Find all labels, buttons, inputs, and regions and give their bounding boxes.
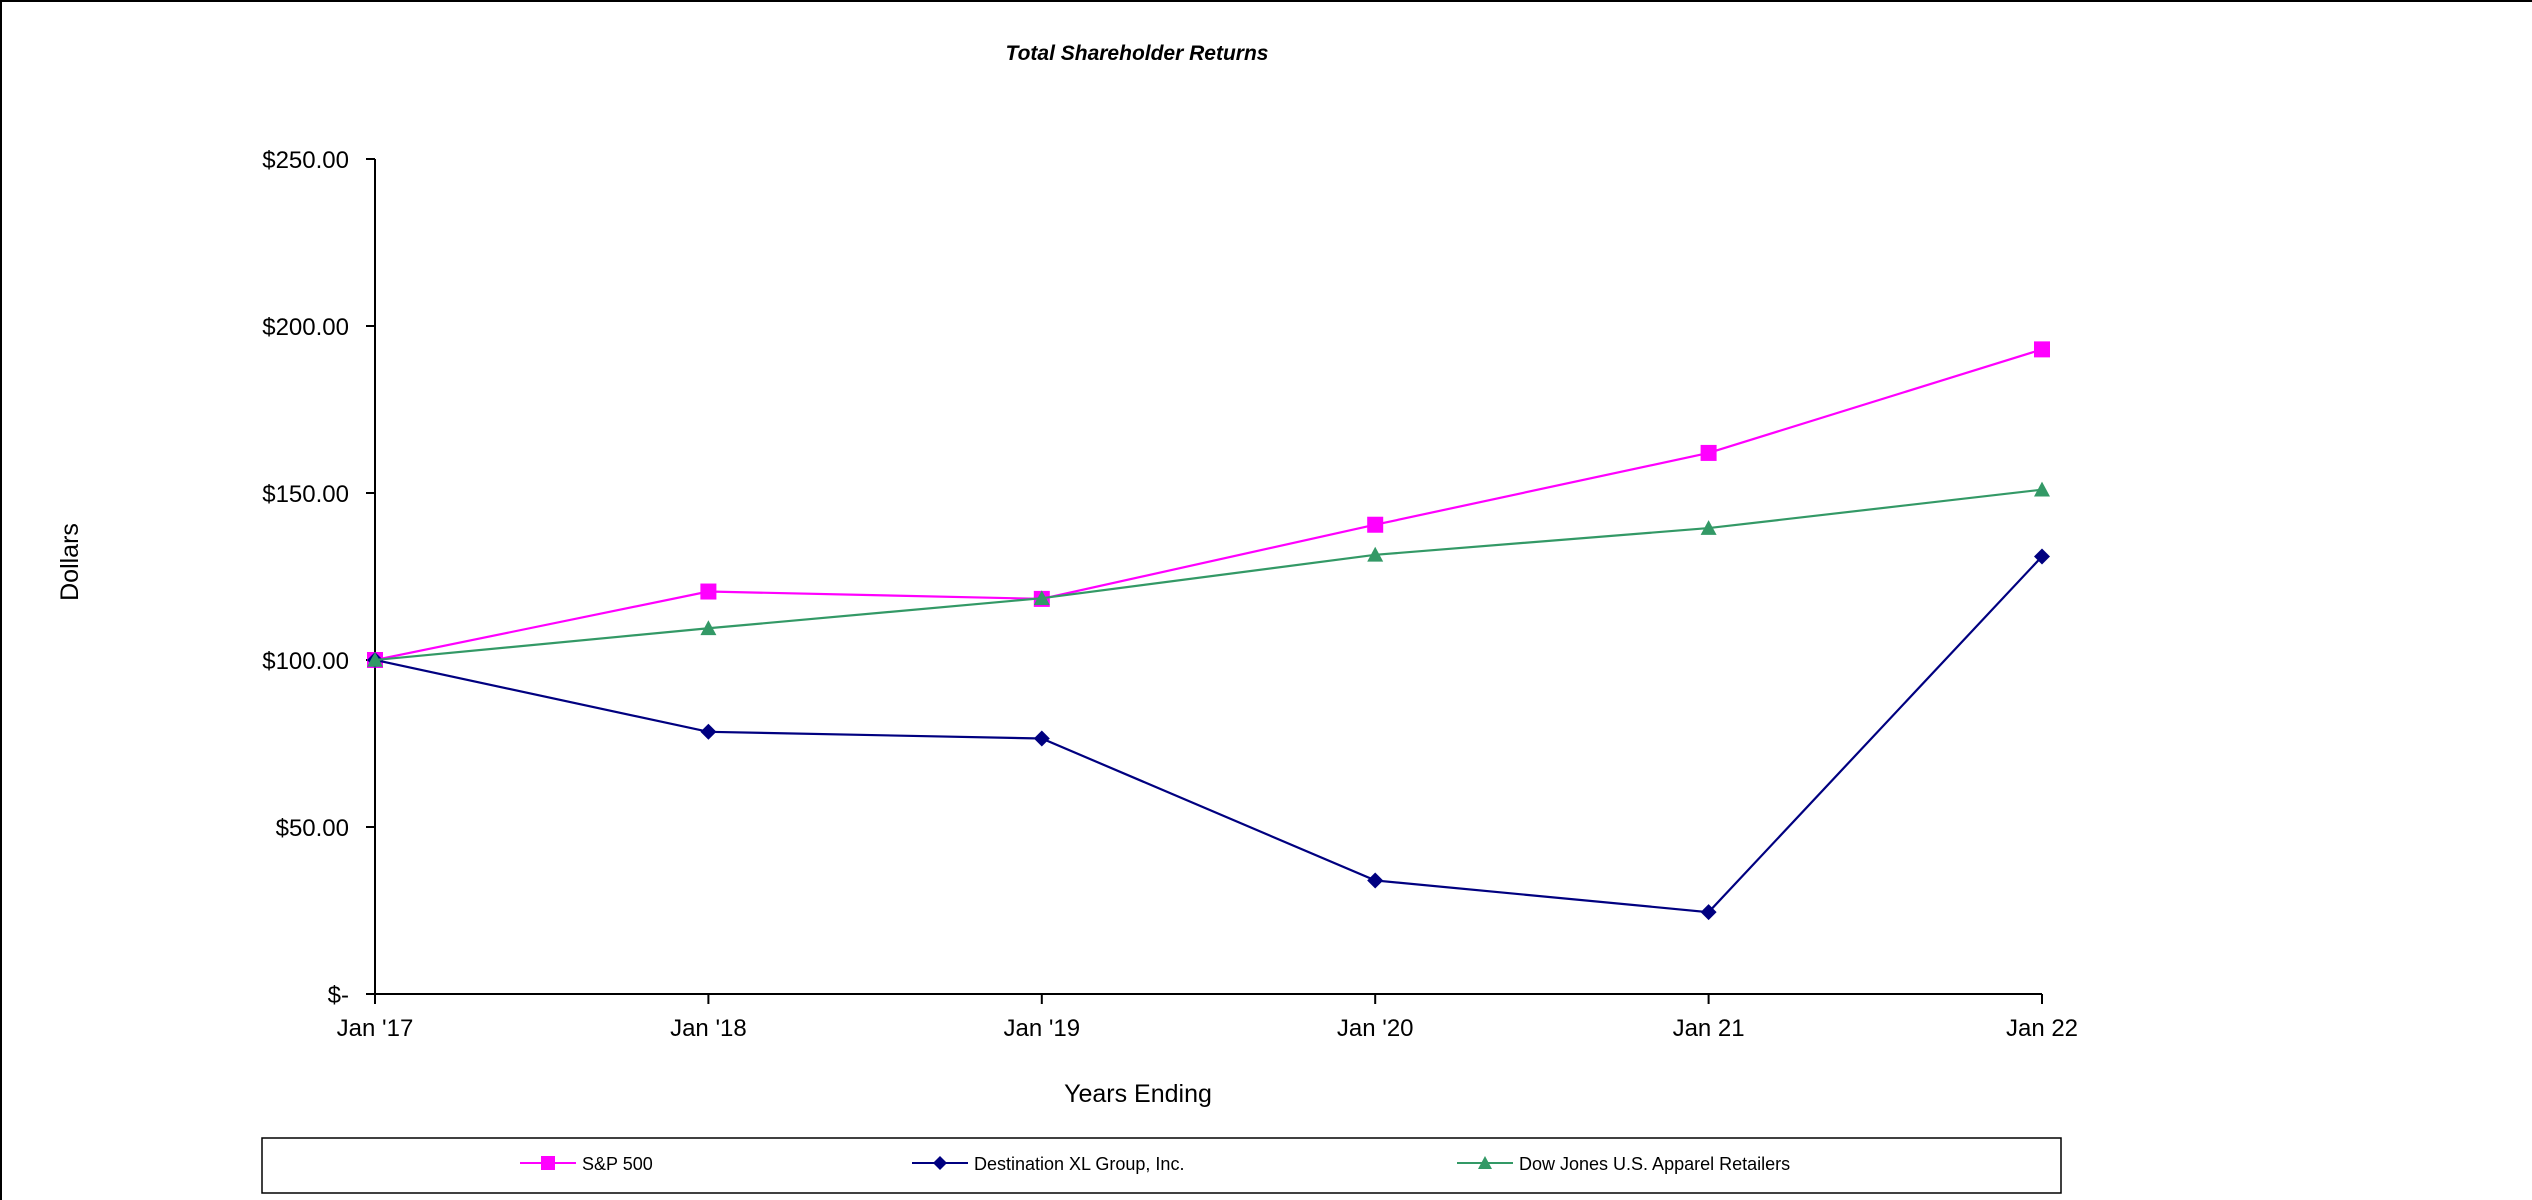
data-point	[1367, 546, 1384, 562]
legend-box	[261, 1137, 2062, 1194]
legend-item: Destination XL Group, Inc.	[912, 1154, 1184, 1174]
x-tick-label: Jan 22	[2006, 1015, 2078, 1042]
data-point	[367, 652, 383, 667]
x-axis-label: Years Ending	[1064, 1080, 1212, 1108]
x-tick-label: Jan 21	[1673, 1015, 1745, 1042]
legend-label: Dow Jones U.S. Apparel Retailers	[1519, 1154, 1790, 1174]
data-point	[2034, 481, 2050, 497]
y-tick-label: $100.00	[262, 648, 349, 675]
legend-item: Dow Jones U.S. Apparel Retailers	[1457, 1154, 1790, 1174]
series-layer	[367, 341, 2050, 921]
series-0	[367, 341, 2050, 668]
series-line	[374, 348, 2043, 662]
x-axis-ticks: Jan '17 Jan '18 Jan '19 Jan '20 Jan 21 Jan 22	[337, 994, 2078, 1042]
data-point	[2034, 341, 2050, 358]
data-point	[1367, 516, 1384, 533]
x-tick-label: Jan '18	[670, 1015, 747, 1042]
x-tick-label: Jan '20	[1337, 1015, 1414, 1042]
data-point	[1033, 730, 1050, 747]
y-axis-label: Dollars	[56, 523, 84, 601]
y-tick-label: $50.00	[276, 815, 349, 842]
x-tick-label: Jan '19	[1003, 1015, 1080, 1042]
data-point	[700, 620, 717, 636]
y-tick-label: $250.00	[262, 147, 349, 174]
data-point	[1700, 520, 1717, 535]
chart-title: Total Shareholder Returns	[1006, 42, 1269, 65]
series-line	[374, 488, 2043, 662]
data-point	[1700, 904, 1717, 921]
legend-marker	[541, 1156, 555, 1170]
y-tick-label: $-	[328, 982, 349, 1009]
legend-item: S&P 500	[520, 1154, 653, 1174]
legend-label: S&P 500	[582, 1154, 653, 1174]
y-tick-label: $200.00	[262, 314, 349, 341]
y-axis-ticks: $- $50.00 $100.00 $150.00 $200.00 $250.00	[262, 147, 375, 1009]
data-point	[700, 723, 717, 740]
series-1	[367, 548, 2050, 921]
series-line	[374, 555, 2043, 914]
data-point	[1700, 444, 1717, 461]
legend-marker	[933, 1156, 947, 1170]
data-point	[1033, 590, 1050, 606]
data-point	[700, 583, 717, 600]
series-2	[367, 481, 2050, 667]
x-tick-label: Jan '17	[337, 1015, 414, 1042]
y-tick-label: $150.00	[262, 481, 349, 508]
legend-marker	[1478, 1156, 1492, 1169]
legend: S&P 500 Destination XL Group, Inc. Dow Jon…	[520, 1154, 1790, 1174]
data-point	[1367, 872, 1384, 889]
data-point	[2034, 548, 2050, 565]
legend-label: Destination XL Group, Inc.	[974, 1154, 1184, 1174]
